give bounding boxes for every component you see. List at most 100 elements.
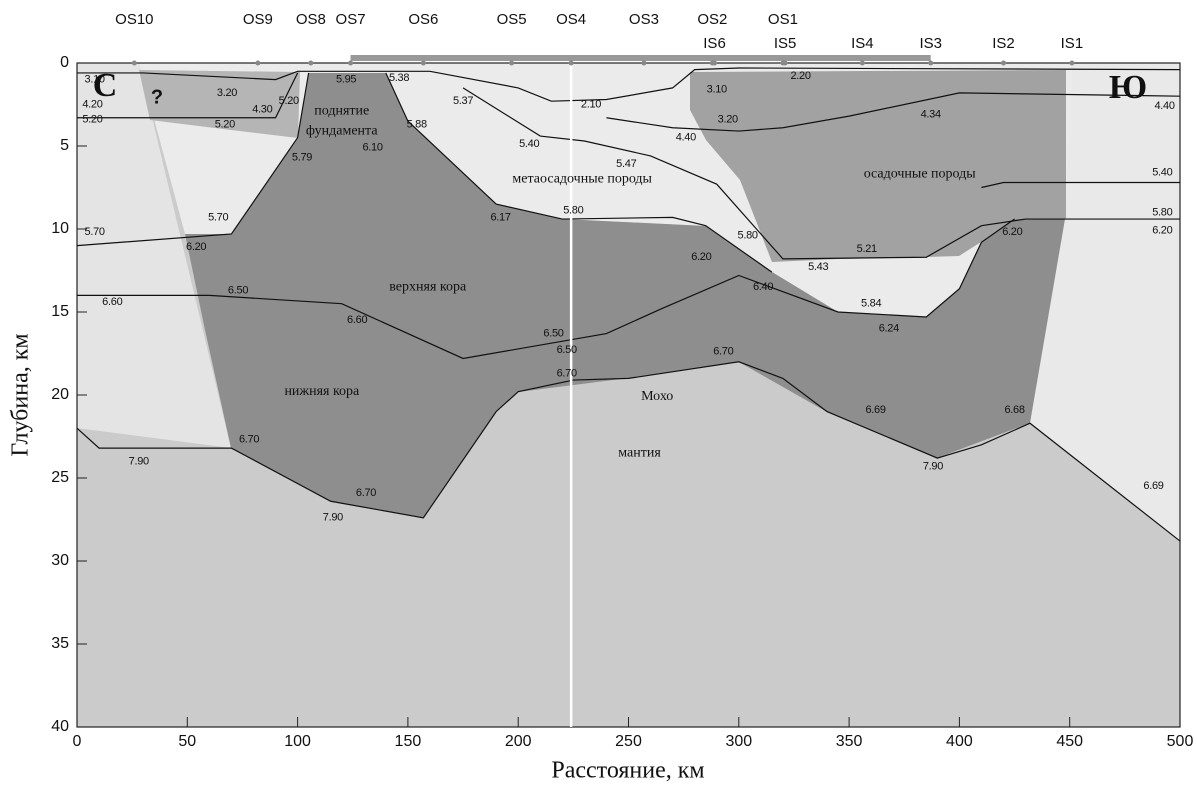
region-label: верхняя кора	[389, 279, 467, 294]
y-tick-label: 20	[51, 386, 69, 403]
x-tick-label: 350	[836, 733, 863, 750]
velocity-label: 6.60	[347, 314, 367, 326]
velocity-label: 3.10	[707, 83, 727, 95]
velocity-label: 4.30	[252, 103, 272, 115]
velocity-label: 5.40	[1152, 166, 1172, 178]
y-tick-label: 15	[51, 303, 69, 320]
station-label: IS3	[919, 35, 942, 52]
y-tick-label: 10	[51, 220, 69, 237]
velocity-label: 6.40	[753, 281, 773, 293]
y-tick-label: 40	[51, 718, 69, 735]
station-label: OS9	[243, 11, 273, 28]
velocity-label: 5.80	[1152, 206, 1172, 218]
velocity-label: 2.10	[581, 98, 601, 110]
station-label: IS2	[992, 35, 1015, 52]
velocity-label: 5.20	[82, 113, 102, 125]
velocity-label: 3.20	[718, 113, 738, 125]
velocity-label: 5.80	[738, 230, 758, 242]
station-label: OS6	[408, 11, 438, 28]
y-tick-label: 35	[51, 635, 69, 652]
velocity-label: 6.70	[713, 346, 733, 358]
x-axis-title: Расстояние, км	[551, 758, 704, 784]
station-label: OS7	[336, 11, 366, 28]
station-label: OS8	[296, 11, 326, 28]
velocity-label: 5.43	[808, 261, 828, 273]
velocity-label: 5.40	[519, 138, 539, 150]
station-marker	[255, 61, 260, 66]
station-marker	[308, 61, 313, 66]
region-label: фундамента	[306, 123, 378, 138]
velocity-label: 5.47	[616, 158, 636, 170]
station-label: OS2	[697, 11, 727, 28]
station-label: OS4	[556, 11, 586, 28]
x-tick-label: 400	[946, 733, 973, 750]
x-tick-label: 250	[615, 733, 642, 750]
x-tick-label: 150	[395, 733, 422, 750]
station-marker	[132, 61, 137, 66]
x-tick-label: 450	[1056, 733, 1083, 750]
velocity-label: 4.20	[82, 98, 102, 110]
velocity-label: 7.90	[323, 512, 343, 524]
region-label: метаосадочные породы	[512, 171, 652, 186]
velocity-label: 6.69	[1143, 480, 1163, 492]
velocity-label: 5.88	[407, 118, 427, 130]
velocity-label: 3.20	[217, 87, 237, 99]
velocity-label: 5.20	[279, 95, 299, 107]
velocity-label: 6.17	[490, 211, 510, 223]
y-tick-label: 0	[60, 54, 69, 71]
velocity-label: 5.79	[292, 152, 312, 164]
x-tick-label: 200	[505, 733, 532, 750]
velocity-label: 6.20	[1002, 226, 1022, 238]
velocity-label: 6.10	[362, 142, 382, 154]
station-label: IS5	[774, 35, 797, 52]
station-marker	[421, 61, 426, 66]
velocity-label: 6.68	[1004, 404, 1024, 416]
station-label: IS6	[703, 35, 726, 52]
velocity-label: 6.24	[879, 323, 899, 335]
y-tick-label: 25	[51, 469, 69, 486]
velocity-label: 7.90	[129, 455, 149, 467]
x-tick-label: 300	[725, 733, 752, 750]
station-label: OS3	[629, 11, 659, 28]
x-tick-label: 50	[178, 733, 196, 750]
velocity-label: 5.37	[453, 95, 473, 107]
velocity-label: 3.10	[85, 74, 105, 86]
velocity-label: 6.50	[228, 284, 248, 296]
velocity-label: 6.20	[691, 251, 711, 263]
y-axis-title: Глубина, км	[8, 333, 34, 456]
station-marker	[712, 61, 717, 66]
velocity-label: 6.60	[102, 296, 122, 308]
velocity-label: 6.70	[239, 434, 259, 446]
station-marker	[1001, 61, 1006, 66]
station-marker	[1069, 61, 1074, 66]
velocity-label: 5.95	[336, 74, 356, 86]
region-label: поднятие	[314, 103, 369, 118]
question-mark: ?	[151, 86, 163, 108]
velocity-label: 7.90	[923, 460, 943, 472]
velocity-label: 6.20	[1152, 225, 1172, 237]
region-label: нижняя кора	[284, 384, 360, 399]
velocity-label: 5.70	[85, 226, 105, 238]
velocity-label: 6.70	[557, 367, 577, 379]
velocity-label: 4.40	[1154, 100, 1174, 112]
velocity-label: 5.70	[208, 211, 228, 223]
x-tick-label: 100	[284, 733, 311, 750]
station-marker	[928, 61, 933, 66]
station-marker	[509, 61, 514, 66]
velocity-label: 6.50	[543, 327, 563, 339]
station-marker	[569, 61, 574, 66]
velocity-label: 4.34	[921, 108, 941, 120]
velocity-label: 6.20	[186, 241, 206, 253]
velocity-label: 6.50	[557, 344, 577, 356]
station-marker	[641, 61, 646, 66]
page: Расстояние, км Глубина, км С Ю ? OS10OS9…	[0, 0, 1197, 785]
velocity-label: 5.21	[857, 243, 877, 255]
region-label: Мохо	[641, 389, 673, 404]
station-label: IS4	[851, 35, 874, 52]
station-marker	[783, 61, 788, 66]
velocity-label: 5.84	[861, 298, 881, 310]
station-label: OS1	[768, 11, 798, 28]
velocity-label: 5.80	[563, 205, 583, 217]
x-tick-label: 0	[73, 733, 82, 750]
velocity-label: 5.20	[215, 118, 235, 130]
